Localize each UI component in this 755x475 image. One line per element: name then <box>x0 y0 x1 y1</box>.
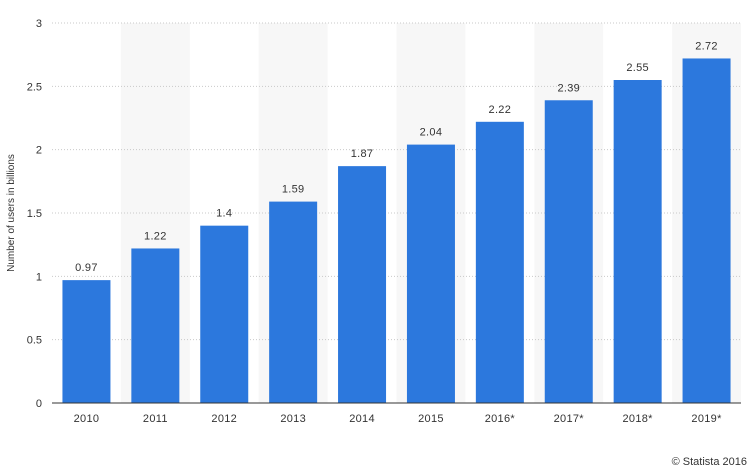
bar <box>269 201 318 403</box>
x-tick-label: 2013 <box>280 413 306 425</box>
y-tick-label: 3 <box>36 18 42 30</box>
bar <box>62 280 111 403</box>
bar <box>338 166 387 403</box>
y-tick-label: 2 <box>36 145 42 157</box>
y-tick-label: 2.5 <box>27 81 42 93</box>
bar <box>682 58 731 403</box>
x-tick-label: 2018* <box>623 413 654 425</box>
data-label: 2.04 <box>420 127 443 139</box>
x-tick-label: 2011 <box>143 413 168 425</box>
data-label: 2.39 <box>557 82 580 94</box>
y-axis-tick-labels: 0 0.5 1 1.5 2 2.5 3 <box>27 18 42 410</box>
x-axis-tick-labels: 2010 2011 2012 2013 2014 2015 2016* 2017* 2018* 2… <box>74 413 722 425</box>
x-tick-label: 2017* <box>554 413 585 425</box>
data-label: 1.87 <box>351 148 374 160</box>
data-label: 2.72 <box>695 40 718 52</box>
x-tick-label: 2010 <box>74 413 100 425</box>
y-tick-label: 0 <box>36 398 42 410</box>
data-label: 1.59 <box>282 184 305 196</box>
y-axis-label: Number of users in billions <box>6 154 17 272</box>
x-tick-label: 2019* <box>691 413 722 425</box>
data-label: 2.22 <box>489 104 512 116</box>
x-tick-label: 2012 <box>211 413 237 425</box>
data-label: 1.4 <box>216 208 232 220</box>
data-labels: 0.97 1.22 1.4 1.59 1.87 2.04 2.22 2.39 2.55 2.72 <box>75 40 718 274</box>
y-tick-label: 0.5 <box>27 335 42 347</box>
x-tick-label: 2015 <box>418 413 444 425</box>
bar <box>613 80 662 403</box>
data-label: 0.97 <box>75 262 98 274</box>
source-credit: © Statista 2016 <box>671 456 747 468</box>
bar <box>406 144 455 403</box>
y-tick-label: 1 <box>36 271 42 283</box>
bar <box>544 100 593 404</box>
bar <box>131 248 180 403</box>
x-tick-label: 2014 <box>349 413 375 425</box>
bar <box>475 121 524 404</box>
x-tick-label: 2016* <box>485 413 516 425</box>
data-label: 2.55 <box>626 62 649 74</box>
bar <box>200 225 249 403</box>
bars <box>62 58 731 404</box>
data-label: 1.22 <box>144 230 167 242</box>
y-tick-label: 1.5 <box>27 208 42 220</box>
